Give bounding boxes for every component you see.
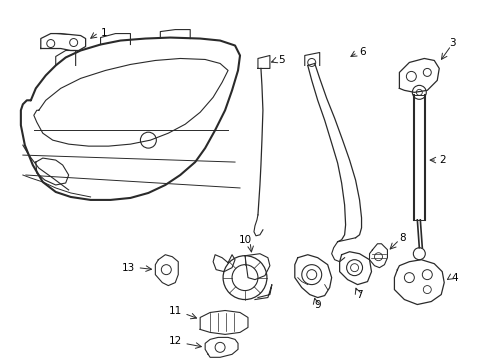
Text: 12: 12 — [169, 336, 182, 346]
Text: 1: 1 — [101, 28, 107, 37]
Text: 13: 13 — [122, 263, 135, 273]
Text: 11: 11 — [169, 306, 182, 316]
Text: 9: 9 — [314, 300, 321, 310]
Text: 10: 10 — [238, 235, 251, 245]
Text: 4: 4 — [450, 273, 457, 283]
Text: 2: 2 — [438, 155, 445, 165]
Text: 5: 5 — [277, 55, 284, 66]
Text: 8: 8 — [399, 233, 405, 243]
Text: 6: 6 — [359, 48, 366, 58]
Text: 7: 7 — [356, 289, 362, 300]
Text: 3: 3 — [448, 37, 455, 48]
